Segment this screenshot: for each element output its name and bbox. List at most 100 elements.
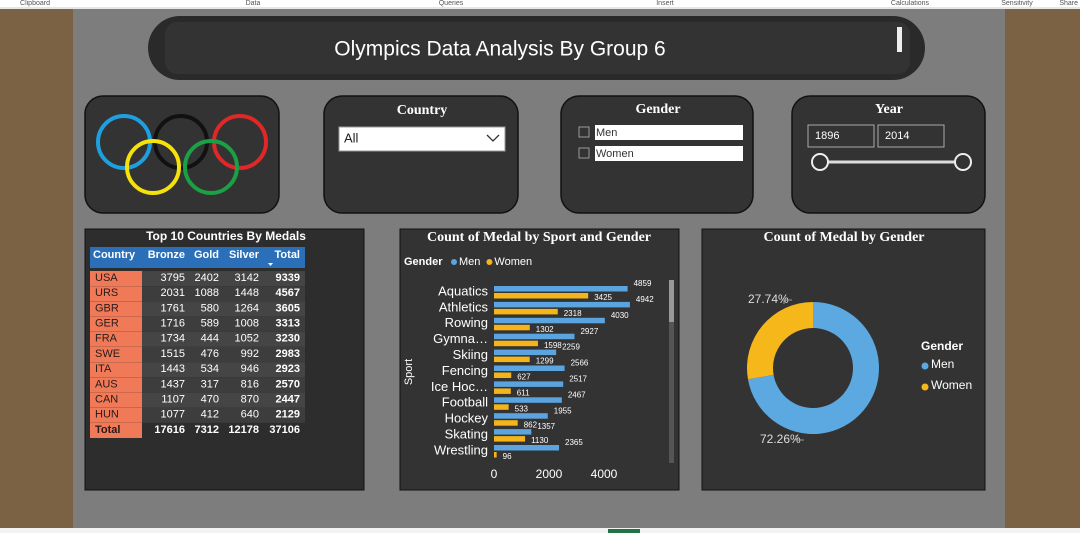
scrollbar-thumb[interactable] bbox=[669, 280, 674, 322]
legend-title: Gender bbox=[921, 339, 963, 353]
row-bg bbox=[142, 407, 305, 423]
table-cell: 2402 bbox=[195, 272, 219, 284]
legend-marker bbox=[451, 259, 457, 265]
year-input[interactable] bbox=[807, 124, 875, 148]
table-cell: 3142 bbox=[235, 272, 259, 284]
ribbon-group-label: Sensitivity bbox=[1001, 0, 1033, 7]
year-input[interactable] bbox=[877, 124, 945, 148]
data-label: 1357 bbox=[537, 422, 555, 431]
slider-handle[interactable] bbox=[811, 153, 829, 171]
data-label: 611 bbox=[517, 389, 530, 398]
bar bbox=[494, 293, 589, 299]
bar bbox=[494, 340, 538, 347]
table-cell: 4567 bbox=[276, 287, 300, 299]
y-tick-label: Aquatics bbox=[438, 283, 488, 298]
table-cell: 2983 bbox=[276, 348, 300, 360]
table-cell: 992 bbox=[241, 348, 259, 360]
dropdown-value[interactable]: All bbox=[344, 130, 359, 145]
filter-label: Country bbox=[397, 103, 448, 118]
bar bbox=[494, 420, 518, 426]
table-cell: 1077 bbox=[161, 409, 185, 421]
cursor-bar bbox=[897, 27, 902, 52]
table-cell: 1008 bbox=[235, 318, 259, 330]
data-label: 862 bbox=[524, 420, 538, 429]
data-label: 3425 bbox=[594, 293, 612, 302]
column-header: Country bbox=[93, 249, 136, 261]
slider-handle[interactable] bbox=[954, 153, 972, 171]
option-box[interactable] bbox=[595, 146, 743, 161]
bar bbox=[494, 436, 526, 442]
row-bg bbox=[142, 286, 305, 302]
olympic-ring bbox=[183, 139, 239, 195]
year-value[interactable]: 2014 bbox=[885, 130, 909, 142]
table-cell: ITA bbox=[95, 363, 112, 375]
gender-option[interactable]: Women bbox=[596, 148, 634, 160]
table-header-bg bbox=[90, 247, 305, 268]
country-cell bbox=[90, 316, 142, 332]
bar bbox=[494, 324, 530, 331]
checkbox[interactable] bbox=[578, 126, 590, 138]
checkbox[interactable] bbox=[578, 147, 590, 159]
chart-title: Count of Medal by Sport and Gender bbox=[427, 230, 651, 245]
y-tick-label: Skiing bbox=[453, 347, 488, 362]
bar bbox=[494, 381, 564, 387]
table-cell: 1761 bbox=[161, 302, 185, 314]
table-cell: 1716 bbox=[161, 318, 185, 330]
table-cell: 37106 bbox=[269, 424, 300, 436]
bar bbox=[494, 317, 605, 324]
country-cell bbox=[90, 331, 142, 347]
table-cell: 1515 bbox=[161, 348, 185, 360]
table-cell: Total bbox=[95, 424, 120, 436]
table-cell: 589 bbox=[201, 318, 219, 330]
status-strip bbox=[0, 528, 1080, 533]
scrollbar-track[interactable] bbox=[669, 280, 674, 463]
year-value[interactable]: 1896 bbox=[815, 130, 839, 142]
legend-label: Men bbox=[931, 357, 954, 371]
data-label: 1299 bbox=[536, 357, 554, 366]
table-title: Top 10 Countries By Medals bbox=[146, 229, 306, 243]
active-tab bbox=[608, 529, 640, 533]
row-bg bbox=[142, 271, 305, 286]
country-cell bbox=[90, 423, 142, 438]
dropdown-chevron[interactable] bbox=[486, 134, 500, 142]
row-bg bbox=[142, 316, 305, 332]
country-filter bbox=[323, 95, 519, 214]
bar bbox=[494, 308, 558, 315]
table-cell: 2923 bbox=[276, 363, 300, 375]
bar bbox=[494, 397, 562, 403]
option-box[interactable] bbox=[595, 125, 743, 140]
ribbon-group-label: Share bbox=[1059, 0, 1078, 7]
table-cell: 1088 bbox=[195, 287, 219, 299]
gender-option[interactable]: Men bbox=[596, 127, 617, 139]
table-cell: SWE bbox=[95, 348, 120, 360]
bar bbox=[494, 365, 565, 371]
y-tick-label: Fencing bbox=[442, 363, 488, 378]
x-tick-label: 0 bbox=[491, 467, 498, 481]
data-label: 1130 bbox=[531, 436, 549, 445]
column-header: Silver bbox=[229, 249, 260, 261]
table-cell: 2031 bbox=[161, 287, 185, 299]
table-cell: 816 bbox=[241, 378, 259, 390]
data-label: 4859 bbox=[634, 279, 652, 288]
country-cell bbox=[90, 362, 142, 378]
row-bg bbox=[142, 423, 305, 438]
country-cell bbox=[90, 392, 142, 408]
legend-title: Gender bbox=[404, 256, 443, 268]
bar bbox=[494, 349, 557, 356]
table-cell: 412 bbox=[201, 409, 219, 421]
country-cell bbox=[90, 347, 142, 362]
legend-marker bbox=[921, 362, 929, 370]
bar bbox=[494, 413, 548, 419]
bar bbox=[494, 388, 511, 394]
data-label: 533 bbox=[515, 404, 529, 413]
y-tick-label: Gymna… bbox=[433, 331, 488, 346]
country-dropdown[interactable] bbox=[338, 126, 506, 152]
sort-arrow bbox=[268, 263, 273, 266]
data-label: 4030 bbox=[611, 311, 629, 320]
ribbon-group-label: Data bbox=[246, 0, 261, 7]
ribbon-group-label: Insert bbox=[656, 0, 674, 7]
data-label: 2517 bbox=[569, 375, 587, 384]
column-header: Gold bbox=[194, 249, 219, 261]
table-cell: AUS bbox=[95, 378, 118, 390]
